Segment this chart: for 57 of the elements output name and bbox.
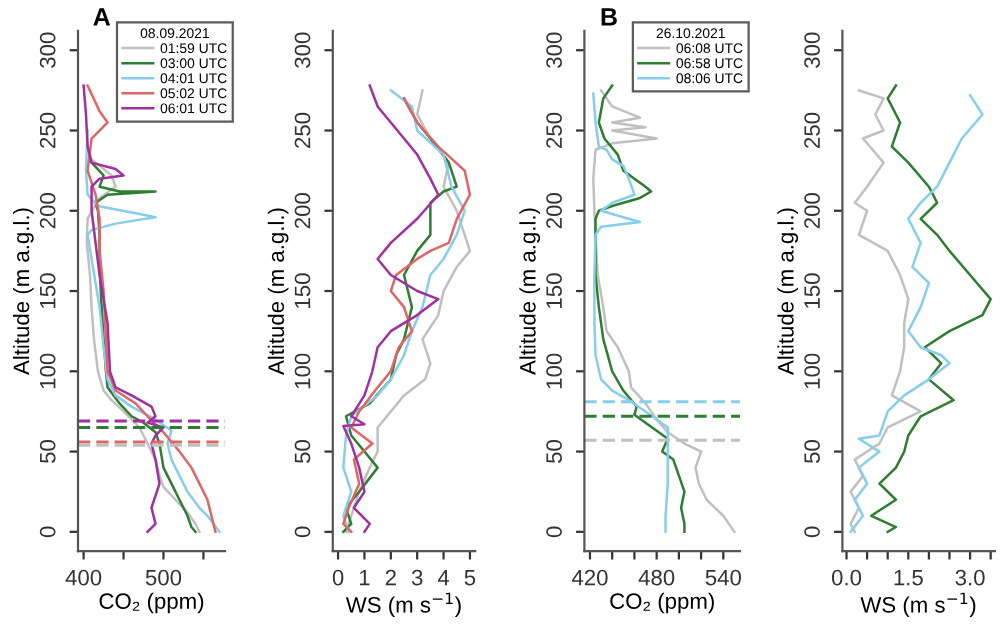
y-tick-label: 200 bbox=[804, 193, 820, 229]
x-tick-label: 3.0 bbox=[955, 569, 985, 586]
y-tick-label: 250 bbox=[294, 112, 311, 148]
y-tick-label: 50 bbox=[546, 440, 562, 464]
y-tick-label: 200 bbox=[294, 193, 311, 229]
x-tick-label: 540 bbox=[705, 569, 741, 586]
line-series bbox=[869, 84, 992, 534]
line-series bbox=[592, 89, 736, 534]
y-tick-label: 150 bbox=[294, 273, 311, 308]
y-tick-label: 300 bbox=[294, 32, 311, 68]
y-tick-label: 150 bbox=[39, 273, 56, 308]
x-tick-label: 1.5 bbox=[894, 569, 923, 586]
y-tick-label: 50 bbox=[294, 440, 311, 464]
y-tick-label: 100 bbox=[546, 353, 562, 389]
x-tick-label: 480 bbox=[638, 569, 675, 586]
y-axis-title: Altitude (m a.g.l.) bbox=[777, 208, 799, 375]
y-tick-label: 200 bbox=[546, 193, 562, 229]
x-tick-label: 2 bbox=[385, 569, 396, 586]
y-tick-label: 0 bbox=[294, 526, 311, 538]
line-series bbox=[849, 93, 984, 534]
chart-title: A bbox=[93, 8, 111, 26]
x-tick-label: 0.0 bbox=[831, 569, 862, 586]
x-tick-label: 5 bbox=[464, 569, 476, 586]
x-tick-label: 4 bbox=[437, 569, 450, 586]
x-tick-label: 0 bbox=[332, 569, 344, 586]
chart-title: B bbox=[601, 8, 617, 26]
y-tick-label: 200 bbox=[39, 193, 56, 229]
x-axis-title: WS (m s$^{−1}$) bbox=[860, 592, 976, 618]
y-tick-label: 100 bbox=[804, 353, 820, 389]
x-tick-label: 500 bbox=[145, 569, 182, 586]
y-tick-label: 0 bbox=[804, 526, 820, 538]
y-tick-label: 100 bbox=[39, 353, 56, 389]
x-tick-label: 420 bbox=[571, 569, 608, 586]
y-tick-label: 300 bbox=[39, 32, 56, 68]
x-axis-title: CO₂ (ppm) bbox=[610, 592, 714, 614]
y-tick-label: 0 bbox=[546, 526, 562, 538]
x-axis-title: CO₂ (ppm) bbox=[99, 592, 204, 614]
y-tick-label: 250 bbox=[804, 112, 820, 148]
y-axis-title: Altitude (m a.g.l.) bbox=[519, 208, 541, 375]
y-tick-label: 250 bbox=[39, 112, 56, 148]
y-tick-label: 300 bbox=[804, 32, 820, 68]
y-tick-label: 150 bbox=[546, 273, 562, 308]
y-tick-label: 250 bbox=[546, 112, 562, 148]
y-tick-label: 100 bbox=[294, 353, 311, 389]
x-tick-label: 3 bbox=[411, 569, 423, 586]
line-series bbox=[849, 89, 922, 534]
line-series bbox=[342, 84, 440, 534]
y-tick-label: 150 bbox=[804, 273, 820, 308]
x-tick-label: 400 bbox=[65, 569, 102, 586]
x-axis-title: WS (m s$^{−1}$) bbox=[345, 592, 461, 618]
y-axis-title: Altitude (m a.g.l.) bbox=[267, 208, 289, 375]
y-tick-label: 50 bbox=[804, 440, 820, 464]
y-tick-label: 50 bbox=[39, 440, 56, 464]
y-tick-label: 300 bbox=[546, 32, 562, 68]
y-tick-label: 0 bbox=[39, 526, 56, 538]
y-axis-title: Altitude (m a.g.l.) bbox=[12, 208, 34, 375]
x-tick-label: 1 bbox=[359, 569, 370, 586]
